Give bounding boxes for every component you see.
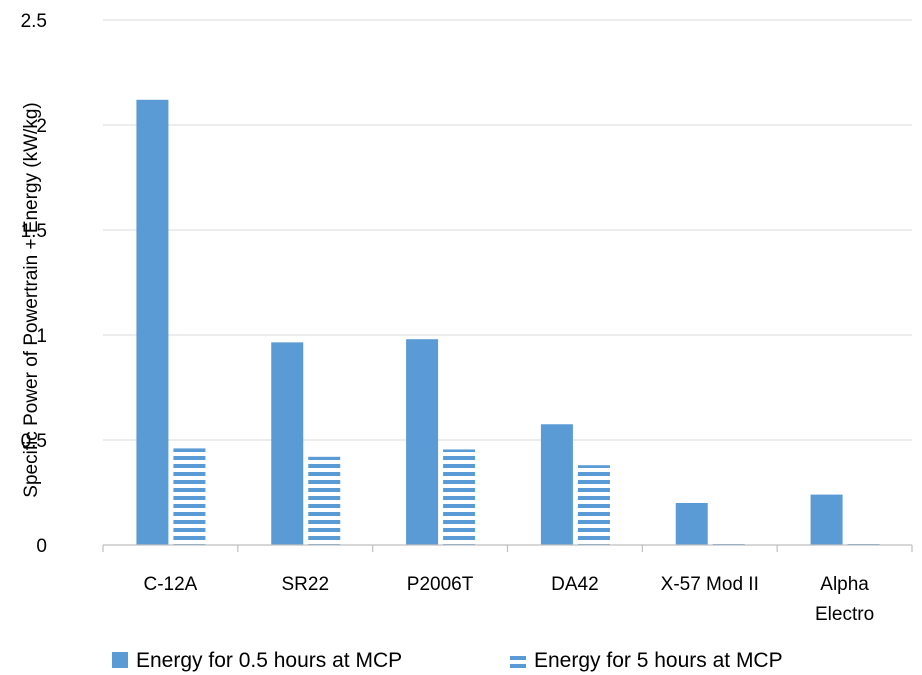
axes bbox=[102, 544, 913, 552]
x-tick-label: Electro bbox=[815, 604, 874, 625]
bar-half-hour bbox=[810, 494, 843, 545]
y-tick-label: 0 bbox=[36, 536, 47, 557]
x-tick-label: DA42 bbox=[551, 574, 599, 595]
bar-five-hour bbox=[847, 541, 880, 545]
bar-five-hour bbox=[308, 456, 341, 545]
legend-swatch bbox=[510, 652, 526, 668]
bar-five-hour bbox=[443, 449, 476, 545]
x-tick-label: Alpha bbox=[820, 574, 869, 595]
legend: Energy for 0.5 hours at MCP Energy for 5 … bbox=[112, 649, 783, 672]
y-tick-labels: 0 0.5 1 1.5 2 2.5 bbox=[21, 11, 47, 557]
bar-half-hour bbox=[271, 342, 304, 545]
y-tick-label: 1.5 bbox=[21, 221, 47, 242]
y-tick-label: 1 bbox=[36, 326, 47, 347]
y-tick-label: 2 bbox=[36, 116, 47, 137]
bars bbox=[136, 99, 880, 546]
bar-half-hour bbox=[406, 339, 439, 545]
gridlines bbox=[103, 19, 912, 441]
x-tick-label: P2006T bbox=[407, 574, 474, 595]
legend-label: Energy for 0.5 hours at MCP bbox=[136, 649, 402, 672]
bar-half-hour bbox=[136, 99, 169, 546]
y-tick-label: 0.5 bbox=[21, 431, 47, 452]
bar-five-hour bbox=[577, 465, 610, 545]
bar-half-hour bbox=[540, 424, 573, 545]
y-axis-title: Specific Power of Powertrain + Energy (k… bbox=[21, 102, 42, 497]
x-tick-label: SR22 bbox=[281, 574, 329, 595]
bar-five-hour bbox=[173, 448, 206, 545]
x-tick-labels: C-12A SR22 P2006T DA42 X-57 Mod II Alpha Elect… bbox=[143, 574, 874, 625]
y-tick-label: 2.5 bbox=[21, 11, 47, 32]
legend-swatch bbox=[112, 652, 128, 668]
x-tick-label: C-12A bbox=[143, 574, 197, 595]
x-tick-label: X-57 Mod II bbox=[661, 574, 759, 595]
legend-label: Energy for 5 hours at MCP bbox=[534, 649, 783, 672]
bar-half-hour bbox=[675, 503, 708, 545]
bar-five-hour bbox=[712, 541, 745, 545]
